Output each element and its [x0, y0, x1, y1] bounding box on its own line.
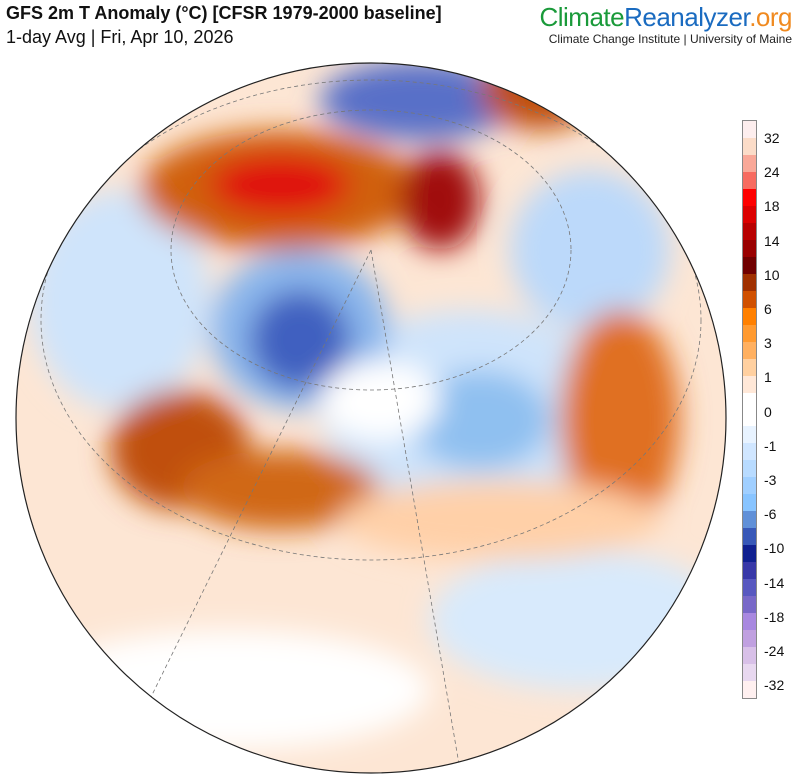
colorbar-label: 10	[764, 266, 780, 283]
institute-label: Climate Change Institute | University of…	[548, 32, 792, 46]
colorbar-swatch	[743, 579, 756, 597]
colorbar-swatch	[743, 341, 756, 359]
anomaly-globe-map	[15, 62, 727, 774]
colorbar-swatch	[743, 460, 756, 478]
colorbar-swatch	[743, 137, 756, 155]
brand-logo[interactable]: ClimateReanalyzer.org	[539, 2, 792, 33]
map-title: GFS 2m T Anomaly (°C) [CFSR 1979-2000 ba…	[6, 3, 442, 23]
colorbar-swatch	[743, 121, 756, 138]
colorbar-swatch	[743, 426, 756, 444]
colorbar-swatch	[743, 477, 756, 495]
colorbar-swatch	[743, 188, 756, 206]
colorbar-swatch	[743, 154, 756, 172]
colorbar-label: -10	[764, 540, 785, 557]
colorbar-swatch	[743, 222, 756, 240]
colorbar-label: -14	[764, 574, 785, 591]
colorbar-swatch	[743, 443, 756, 461]
colorbar-label: -1	[764, 437, 777, 454]
brand-part-climate: Climate	[539, 2, 625, 32]
colorbar-swatch	[743, 528, 756, 546]
colorbar-label: 1	[764, 369, 772, 386]
colorbar-swatch	[743, 239, 756, 257]
colorbar-label: -18	[764, 608, 785, 625]
colorbar-swatch	[743, 511, 756, 529]
colorbar-swatch	[743, 205, 756, 223]
colorbar-swatch	[743, 630, 756, 648]
colorbar-swatch	[743, 290, 756, 308]
colorbar-label: 14	[764, 232, 780, 249]
colorbar-swatch	[743, 562, 756, 580]
map-subtitle: 1-day Avg | Fri, Apr 10, 2026	[6, 27, 234, 47]
colorbar-swatch	[743, 324, 756, 342]
colorbar-swatch	[743, 647, 756, 664]
colorbar-label: -24	[764, 643, 785, 659]
colorbar-swatch	[743, 545, 756, 563]
colorbar-swatch	[743, 358, 756, 376]
colorbar-swatch	[743, 256, 756, 274]
colorbar-swatch	[743, 596, 756, 614]
colorbar-swatch	[743, 273, 756, 291]
colorbar-swatch	[743, 680, 756, 698]
colorbar-label: 3	[764, 335, 772, 352]
colorbar	[742, 120, 757, 699]
colorbar-swatch	[743, 494, 756, 512]
colorbar-swatch	[743, 375, 756, 393]
colorbar-swatch	[743, 392, 756, 410]
colorbar-label: 18	[764, 198, 780, 215]
brand-part-org: .org	[749, 2, 792, 32]
colorbar-swatch	[743, 171, 756, 189]
colorbar-label: -6	[764, 506, 777, 523]
brand-part-reanalyzer: Reanalyzer	[624, 2, 750, 32]
colorbar-label: -3	[764, 472, 777, 488]
colorbar-label: 6	[764, 301, 772, 317]
colorbar-swatch	[743, 409, 756, 427]
colorbar-swatch	[743, 664, 756, 681]
colorbar-label: -32	[764, 677, 785, 694]
colorbar-swatch	[743, 307, 756, 325]
colorbar-label: 32	[764, 130, 780, 146]
colorbar-label: 0	[764, 403, 772, 420]
colorbar-swatch	[743, 613, 756, 631]
colorbar-label: 24	[764, 164, 780, 181]
